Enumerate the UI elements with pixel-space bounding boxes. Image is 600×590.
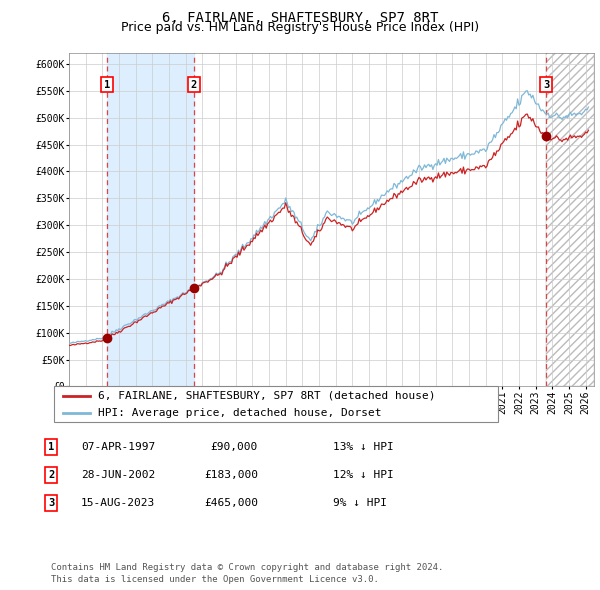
Text: HPI: Average price, detached house, Dorset: HPI: Average price, detached house, Dors… [98, 408, 382, 418]
Text: 13% ↓ HPI: 13% ↓ HPI [333, 442, 394, 451]
Text: 3: 3 [48, 498, 54, 507]
Text: 9% ↓ HPI: 9% ↓ HPI [333, 498, 387, 507]
Text: 3: 3 [543, 80, 549, 90]
Text: Contains HM Land Registry data © Crown copyright and database right 2024.
This d: Contains HM Land Registry data © Crown c… [51, 563, 443, 584]
Text: £183,000: £183,000 [204, 470, 258, 480]
Bar [546, 53, 594, 386]
Text: 15-AUG-2023: 15-AUG-2023 [81, 498, 155, 507]
Text: £90,000: £90,000 [211, 442, 258, 451]
Text: 6, FAIRLANE, SHAFTESBURY, SP7 8RT: 6, FAIRLANE, SHAFTESBURY, SP7 8RT [162, 11, 438, 25]
Text: Price paid vs. HM Land Registry's House Price Index (HPI): Price paid vs. HM Land Registry's House … [121, 21, 479, 34]
Text: 12% ↓ HPI: 12% ↓ HPI [333, 470, 394, 480]
Text: 6, FAIRLANE, SHAFTESBURY, SP7 8RT (detached house): 6, FAIRLANE, SHAFTESBURY, SP7 8RT (detac… [98, 391, 436, 401]
Text: £465,000: £465,000 [204, 498, 258, 507]
FancyBboxPatch shape [54, 386, 498, 422]
Text: 28-JUN-2002: 28-JUN-2002 [81, 470, 155, 480]
Text: 07-APR-1997: 07-APR-1997 [81, 442, 155, 451]
Text: 2: 2 [48, 470, 54, 480]
Text: 2: 2 [191, 80, 197, 90]
Bar [107, 53, 194, 386]
Text: 1: 1 [104, 80, 110, 90]
Text: 1: 1 [48, 442, 54, 451]
